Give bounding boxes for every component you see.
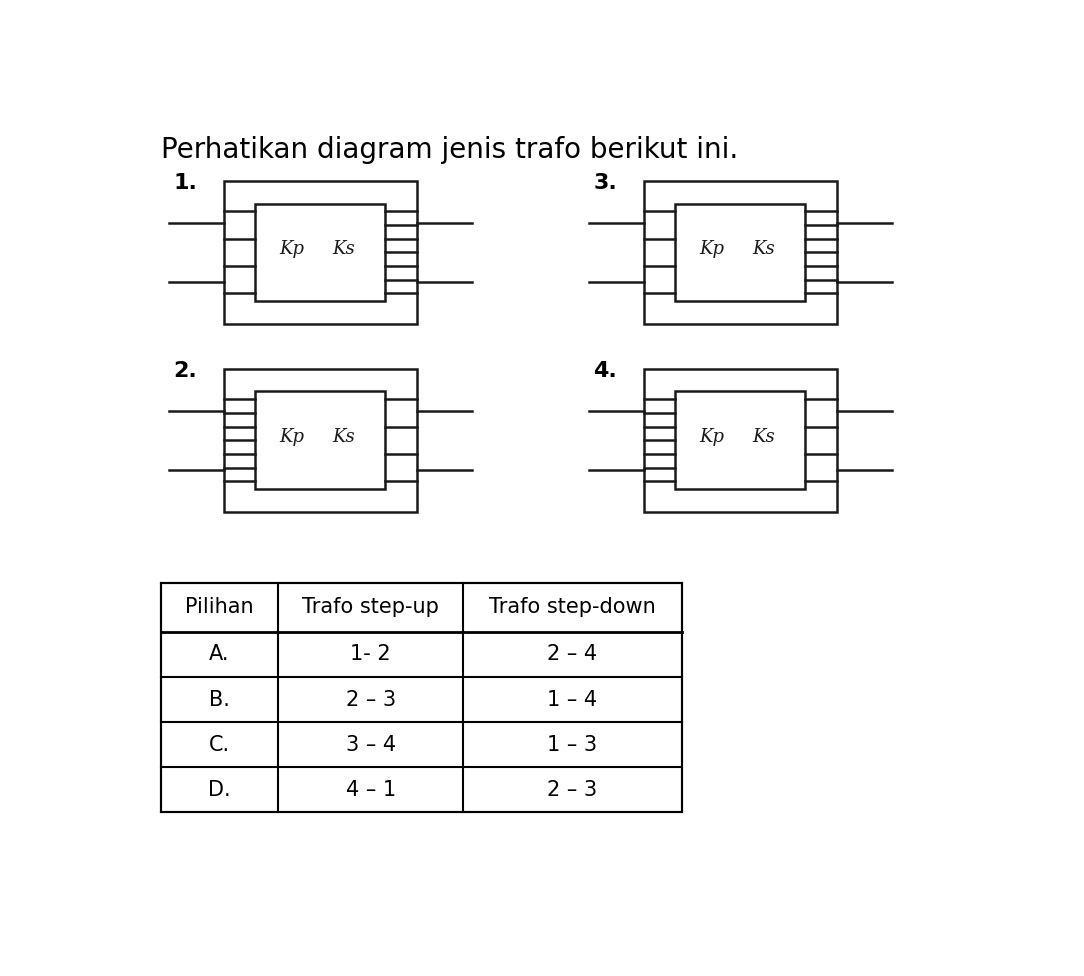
- Text: 2.: 2.: [173, 361, 197, 382]
- Bar: [255, 391, 386, 489]
- Text: D.: D.: [208, 780, 231, 799]
- Bar: [160, 583, 682, 812]
- Bar: [223, 369, 417, 511]
- Text: 4.: 4.: [593, 361, 617, 382]
- Text: 1 – 4: 1 – 4: [547, 690, 597, 710]
- Text: 3.: 3.: [593, 174, 617, 193]
- Text: 2 – 4: 2 – 4: [547, 644, 597, 665]
- Text: Kp: Kp: [699, 427, 724, 445]
- Text: Kp: Kp: [280, 240, 305, 258]
- Text: Ks: Ks: [752, 240, 775, 258]
- Bar: [644, 369, 837, 511]
- Text: B.: B.: [209, 690, 230, 710]
- Text: Perhatikan diagram jenis trafo berikut ini.: Perhatikan diagram jenis trafo berikut i…: [160, 136, 738, 164]
- Text: Ks: Ks: [333, 240, 356, 258]
- Bar: [223, 181, 417, 324]
- Text: C.: C.: [209, 735, 230, 754]
- Text: Kp: Kp: [280, 427, 305, 445]
- Text: 2 – 3: 2 – 3: [346, 690, 396, 710]
- Text: Trafo step-up: Trafo step-up: [302, 597, 439, 618]
- Text: 1.: 1.: [173, 174, 197, 193]
- Bar: [644, 181, 837, 324]
- Text: Ks: Ks: [333, 427, 356, 445]
- Text: Pilihan: Pilihan: [185, 597, 254, 618]
- Text: Trafo step-down: Trafo step-down: [489, 597, 656, 618]
- Text: 4 – 1: 4 – 1: [346, 780, 396, 799]
- Text: A.: A.: [209, 644, 230, 665]
- Text: Kp: Kp: [699, 240, 724, 258]
- Text: 2 – 3: 2 – 3: [547, 780, 597, 799]
- Text: Ks: Ks: [752, 427, 775, 445]
- Text: 1- 2: 1- 2: [350, 644, 391, 665]
- Bar: [255, 204, 386, 302]
- Text: 1 – 3: 1 – 3: [547, 735, 597, 754]
- Text: 3 – 4: 3 – 4: [346, 735, 396, 754]
- Bar: [675, 204, 805, 302]
- Bar: [675, 391, 805, 489]
